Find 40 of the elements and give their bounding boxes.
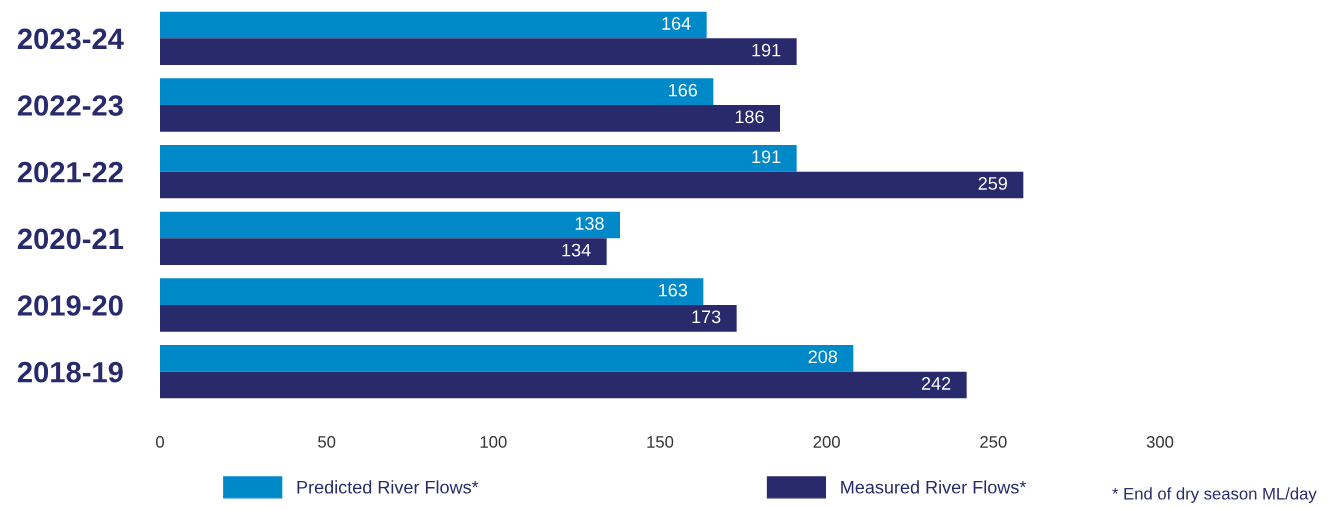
x-tick-label: 300 <box>1146 436 1174 448</box>
data-label: 259 <box>978 177 1007 190</box>
legend-label: Measured River Flows* <box>841 480 1027 494</box>
legend-label: Predicted River Flows* <box>297 480 479 494</box>
y-tick-label: 2019-20 <box>17 295 123 316</box>
y-tick-label: 2022-23 <box>17 95 123 116</box>
bar <box>160 145 797 172</box>
x-tick-label: 50 <box>318 436 336 448</box>
data-label: 164 <box>662 17 691 30</box>
bar <box>160 38 797 65</box>
data-label: 186 <box>735 110 764 124</box>
bar <box>160 305 737 332</box>
bar <box>160 371 967 399</box>
y-tick-label: 2021-22 <box>17 161 123 183</box>
data-label: 138 <box>575 217 604 230</box>
bar <box>160 238 607 265</box>
bar <box>160 11 707 39</box>
bar <box>160 171 1024 199</box>
x-tick-label: 100 <box>480 436 507 448</box>
text: * End of dry season ML/day <box>1112 487 1317 503</box>
x-tick-label: 150 <box>647 436 674 448</box>
bar <box>160 278 704 305</box>
x-tick-label: 200 <box>813 436 840 448</box>
y-tick-label: 2023-24 <box>17 28 124 50</box>
data-label: 208 <box>808 350 838 364</box>
bar <box>160 78 714 105</box>
x-tick-label: 250 <box>980 436 1007 448</box>
data-label: 173 <box>692 310 721 324</box>
data-label: 166 <box>669 83 698 97</box>
data-label: 191 <box>752 43 781 57</box>
bar <box>160 105 780 132</box>
x-tick-label: 0 <box>156 436 164 448</box>
y-tick-label: 2018-19 <box>17 361 123 383</box>
data-label: 191 <box>752 150 781 164</box>
y-tick-label: 2020-21 <box>17 228 124 250</box>
bar <box>160 211 620 239</box>
bar <box>160 345 854 372</box>
data-label: 163 <box>659 283 688 297</box>
data-label: 242 <box>921 377 951 390</box>
data-label: 134 <box>562 243 591 257</box>
